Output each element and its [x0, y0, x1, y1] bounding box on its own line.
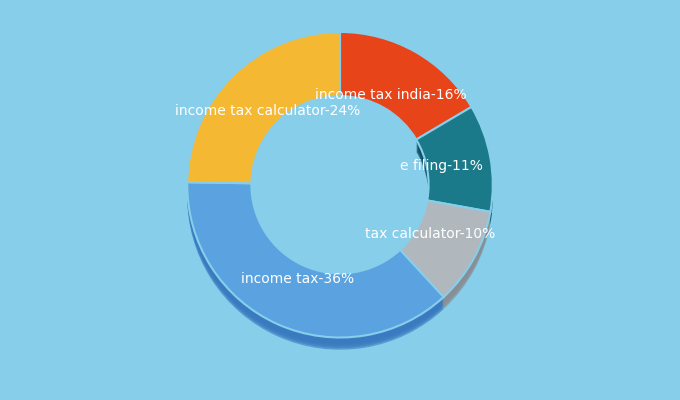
Wedge shape [400, 208, 490, 304]
Wedge shape [187, 186, 443, 342]
Wedge shape [187, 191, 443, 346]
Text: income tax-36%: income tax-36% [241, 272, 354, 286]
Wedge shape [187, 185, 443, 340]
Wedge shape [187, 188, 443, 343]
Wedge shape [400, 203, 490, 300]
Text: e filing-11%: e filing-11% [401, 160, 483, 174]
Wedge shape [187, 193, 443, 348]
Wedge shape [416, 116, 493, 221]
Wedge shape [416, 111, 493, 216]
Wedge shape [400, 209, 490, 306]
Wedge shape [416, 119, 493, 224]
Wedge shape [187, 32, 340, 183]
Wedge shape [187, 182, 443, 338]
Wedge shape [400, 206, 490, 303]
Text: income tax india-16%: income tax india-16% [316, 88, 467, 102]
Wedge shape [416, 114, 493, 219]
Wedge shape [416, 107, 493, 212]
Wedge shape [340, 32, 471, 140]
Wedge shape [400, 211, 490, 308]
Wedge shape [416, 108, 493, 212]
Wedge shape [416, 112, 493, 218]
Wedge shape [187, 194, 443, 350]
Wedge shape [187, 190, 443, 345]
Wedge shape [400, 204, 490, 301]
Wedge shape [400, 213, 490, 309]
Wedge shape [416, 118, 493, 222]
Wedge shape [416, 109, 493, 214]
Wedge shape [400, 200, 490, 297]
Wedge shape [400, 201, 490, 298]
Text: income tax calculator-24%: income tax calculator-24% [175, 104, 360, 118]
Wedge shape [187, 183, 443, 338]
Text: tax calculator-10%: tax calculator-10% [365, 228, 496, 242]
